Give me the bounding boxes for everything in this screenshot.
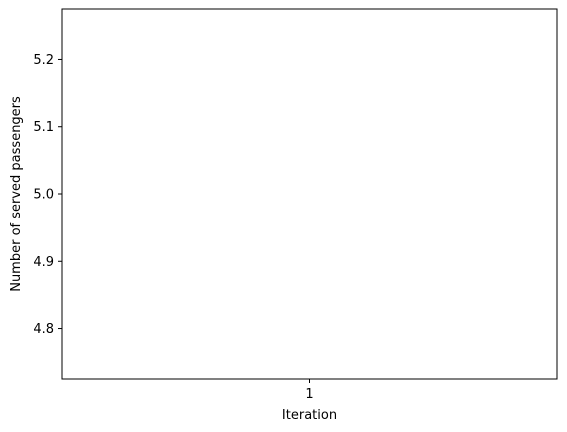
x-axis-ticks: 1 [305,379,314,402]
y-tick-label: 4.8 [33,322,54,337]
y-tick-label: 5.1 [33,120,54,135]
x-tick-label: 1 [305,387,313,402]
y-axis-label: Number of served passengers [9,96,24,292]
x-axis-label: Iteration [282,408,337,423]
y-tick-label: 5.2 [33,53,54,68]
y-tick-label: 4.9 [33,255,54,270]
y-axis-ticks: 4.8 4.9 5.0 5.1 5.2 [33,53,62,337]
y-tick-label: 5.0 [33,188,54,203]
